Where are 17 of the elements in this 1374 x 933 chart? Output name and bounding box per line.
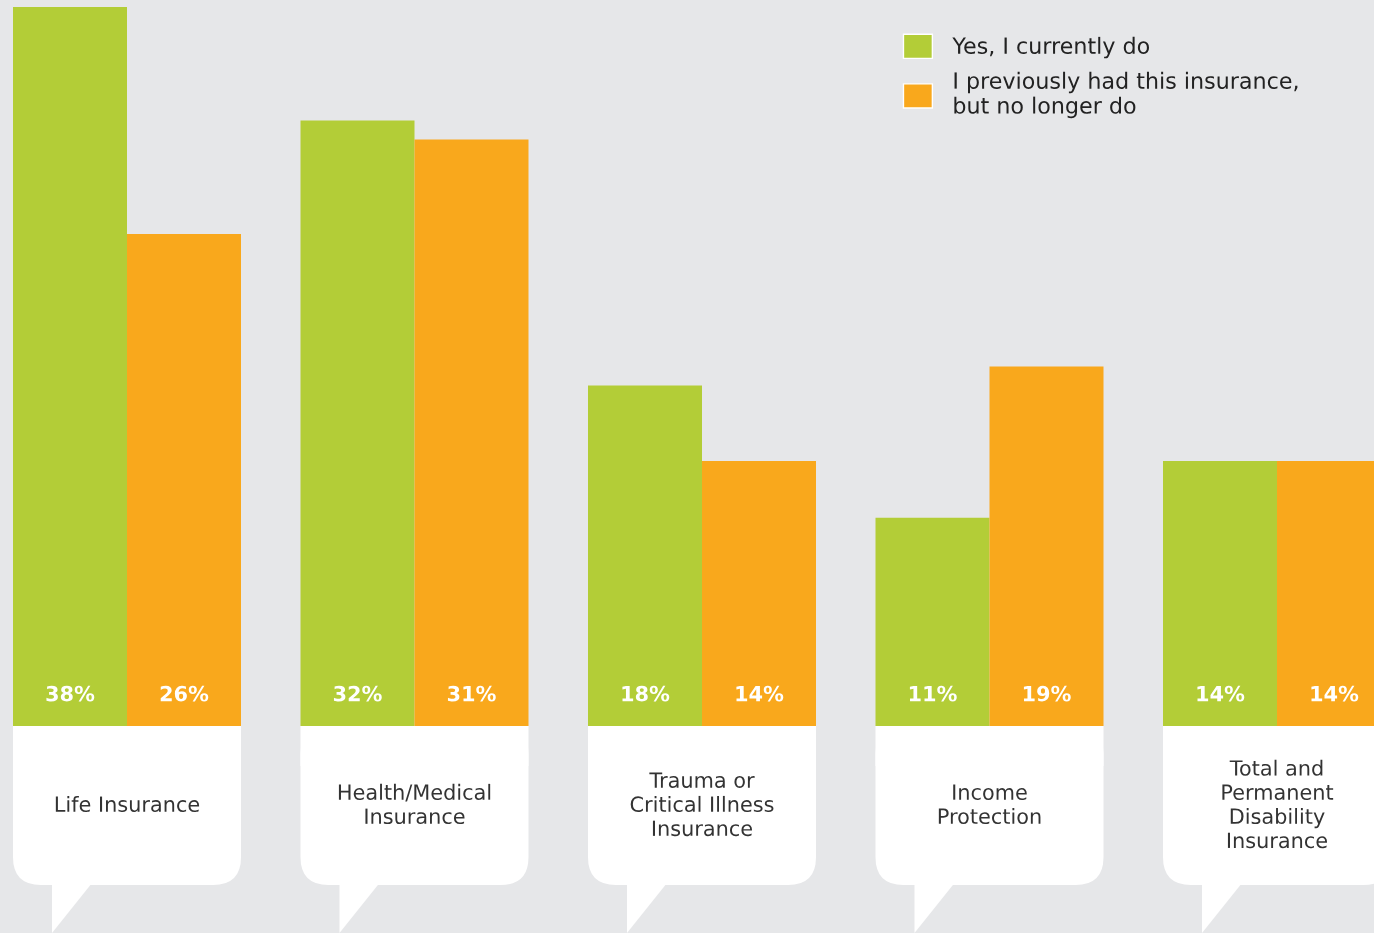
data-label: 18% (622, 685, 670, 702)
x-tick-label: Trauma or Critical Illness Insurance (630, 772, 774, 837)
data-label: 14% (1197, 685, 1245, 702)
x-tick-label: Total and Permanent Disability Insurance (1222, 759, 1334, 849)
data-label: 32% (333, 685, 382, 702)
data-label: 31% (447, 685, 496, 702)
data-label: 38% (46, 685, 95, 702)
x-tick-label: Health/Medical Insurance (338, 783, 491, 825)
data-label: 14% (736, 685, 784, 702)
data-label: 26% (160, 685, 209, 702)
data-label: 11% (909, 685, 957, 702)
legend-label: I previously had this insurance, but no longer do (954, 71, 1298, 119)
x-tick-label: Life Insurance (55, 795, 200, 813)
legend-label: Yes, I currently do (952, 36, 1150, 59)
data-label: 14% (1311, 685, 1359, 702)
x-tick-label: Income Protection (938, 784, 1041, 825)
data-label: 19% (1023, 685, 1071, 702)
